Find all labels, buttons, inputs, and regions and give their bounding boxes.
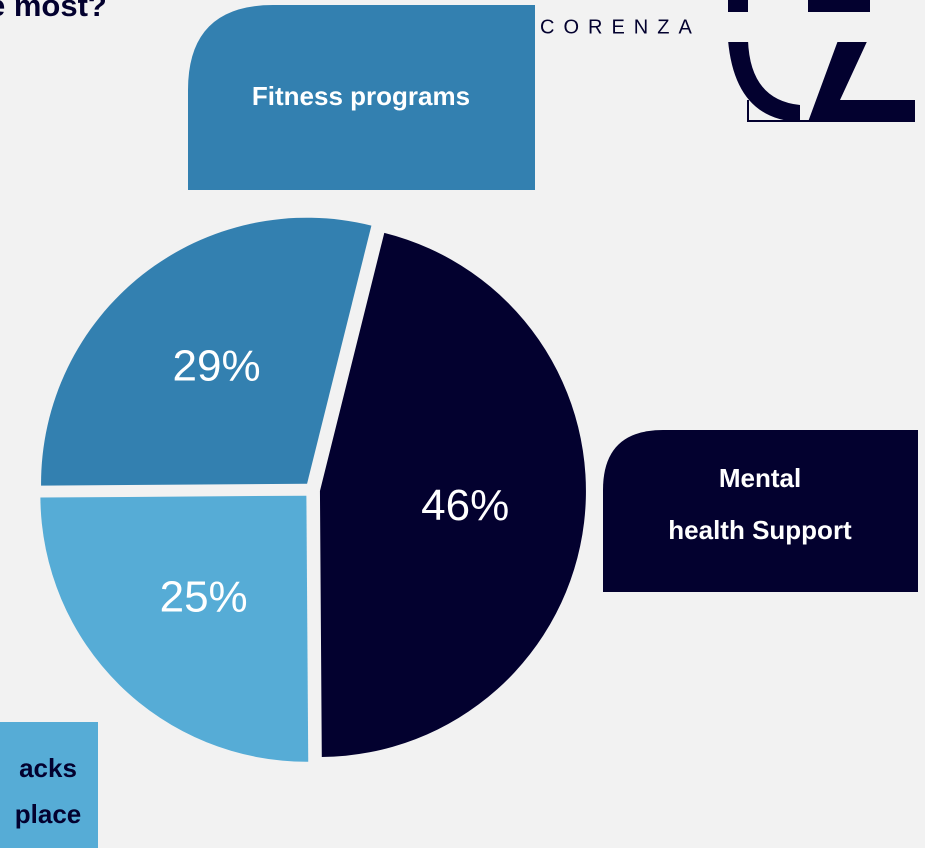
category-label: Fitness programs <box>252 81 470 111</box>
category-label: place <box>15 799 82 829</box>
logo-text: CORENZA <box>540 16 701 38</box>
category-label: Mental <box>719 463 801 493</box>
chart-title: e most? <box>0 0 107 23</box>
logo: CORENZA <box>520 0 920 122</box>
logo-band <box>520 12 920 42</box>
callout-box <box>188 5 535 190</box>
value-label: 46% <box>421 481 509 530</box>
value-label: 25% <box>160 572 248 621</box>
pie-slice <box>41 217 372 486</box>
category-label: health Support <box>668 515 852 545</box>
pie-slice <box>40 495 309 762</box>
callout-box <box>603 430 918 592</box>
logo-bracket <box>747 100 899 122</box>
callout-box <box>0 722 98 848</box>
pie-slice <box>319 232 586 757</box>
value-label: 29% <box>173 341 261 390</box>
callouts <box>0 5 918 848</box>
category-label: acks <box>19 753 77 783</box>
